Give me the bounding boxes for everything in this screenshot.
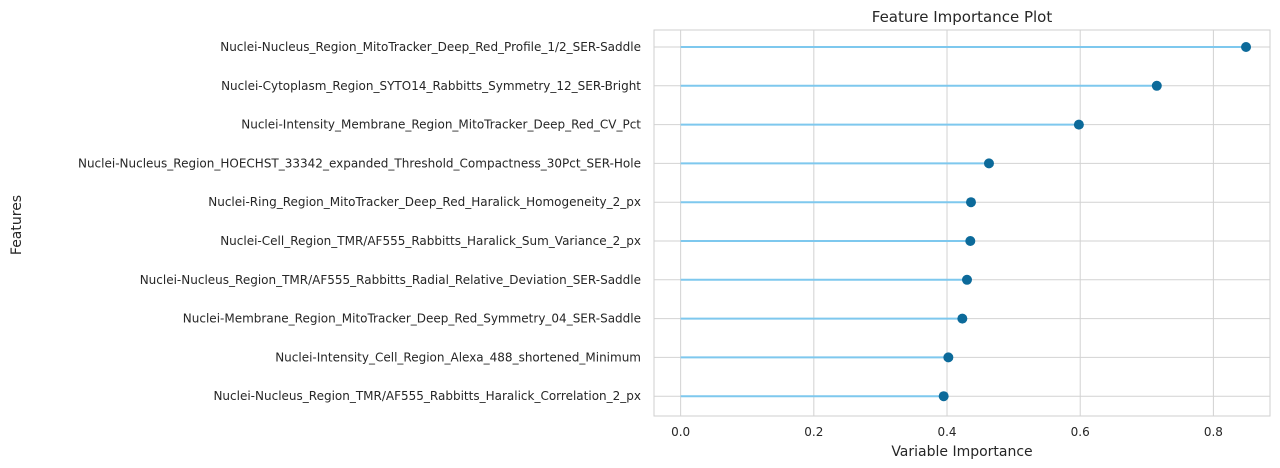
x-tick-label: 0.8 (1204, 425, 1223, 439)
y-tick-label: Nuclei-Ring_Region_MitoTracker_Deep_Red_… (208, 195, 641, 209)
y-tick-label: Nuclei-Intensity_Membrane_Region_MitoTra… (241, 118, 641, 132)
lollipop-marker (961, 274, 972, 285)
y-tick-label: Nuclei-Nucleus_Region_TMR/AF555_Rabbitts… (140, 273, 641, 287)
x-axis-title: Variable Importance (891, 444, 1032, 460)
y-tick-label: Nuclei-Membrane_Region_MitoTracker_Deep_… (183, 312, 641, 326)
y-tick-label: Nuclei-Cell_Region_TMR/AF555_Rabbitts_Ha… (220, 234, 641, 248)
y-tick-label: Nuclei-Nucleus_Region_MitoTracker_Deep_R… (220, 40, 641, 54)
y-tick-label: Nuclei-Nucleus_Region_HOECHST_33342_expa… (78, 156, 641, 170)
lollipop-marker (965, 197, 976, 208)
lollipop-marker (957, 313, 968, 324)
x-tick-label: 0.4 (937, 425, 956, 439)
y-tick-labels: Nuclei-Nucleus_Region_MitoTracker_Deep_R… (78, 40, 641, 403)
chart-title: Feature Importance Plot (872, 8, 1053, 26)
x-tick-label: 0.6 (1071, 425, 1090, 439)
lollipop-markers (938, 42, 1252, 402)
y-tick-label: Nuclei-Nucleus_Region_TMR/AF555_Rabbitts… (213, 389, 641, 403)
plot-area-border (653, 29, 1271, 417)
lollipop-marker (1073, 119, 1084, 130)
lollipop-marker (943, 352, 954, 363)
x-tick-label: 0.0 (671, 425, 690, 439)
x-tick-label: 0.2 (804, 425, 823, 439)
y-axis-title: Features (9, 195, 25, 255)
lollipop-marker (1151, 80, 1162, 91)
lollipop-marker (965, 236, 976, 246)
x-tick-labels: 0.0 0.2 0.4 0.6 0.8 (671, 425, 1223, 439)
lollipop-marker (1241, 42, 1252, 52)
y-tick-label: Nuclei-Intensity_Cell_Region_Alexa_488_s… (275, 350, 641, 364)
lollipop-marker (983, 158, 994, 169)
lollipop-marker (938, 391, 949, 402)
lollipop-stems (680, 46, 1247, 398)
y-tick-label: Nuclei-Cytoplasm_Region_SYTO14_Rabbitts_… (221, 79, 641, 93)
